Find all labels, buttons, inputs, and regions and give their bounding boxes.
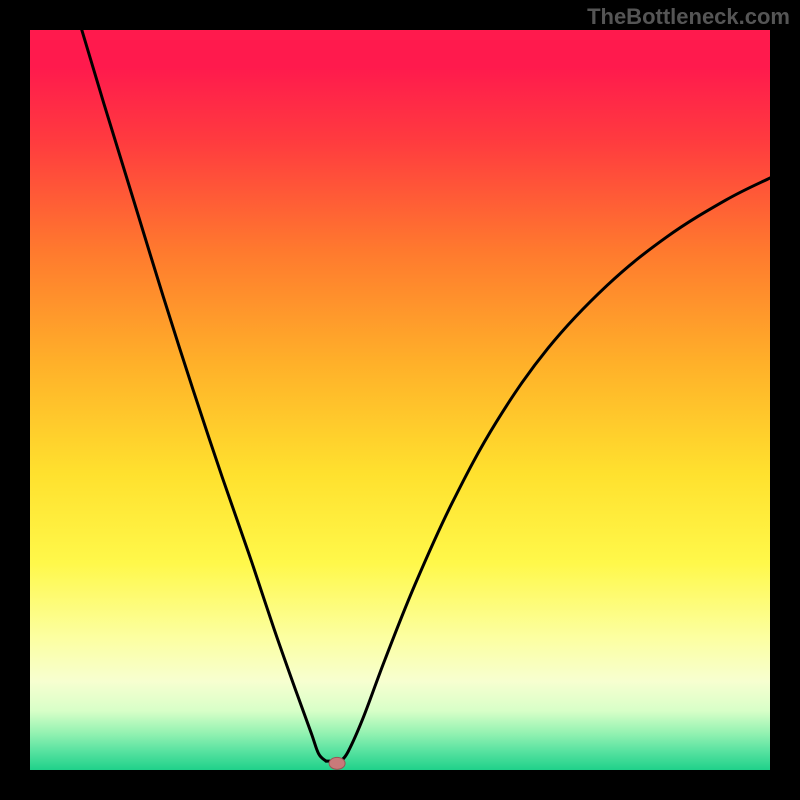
chart-background — [30, 30, 770, 770]
bottleneck-chart: TheBottleneck.com — [0, 0, 800, 800]
watermark-text: TheBottleneck.com — [587, 4, 790, 30]
optimal-marker — [329, 757, 345, 769]
chart-svg — [0, 0, 800, 800]
